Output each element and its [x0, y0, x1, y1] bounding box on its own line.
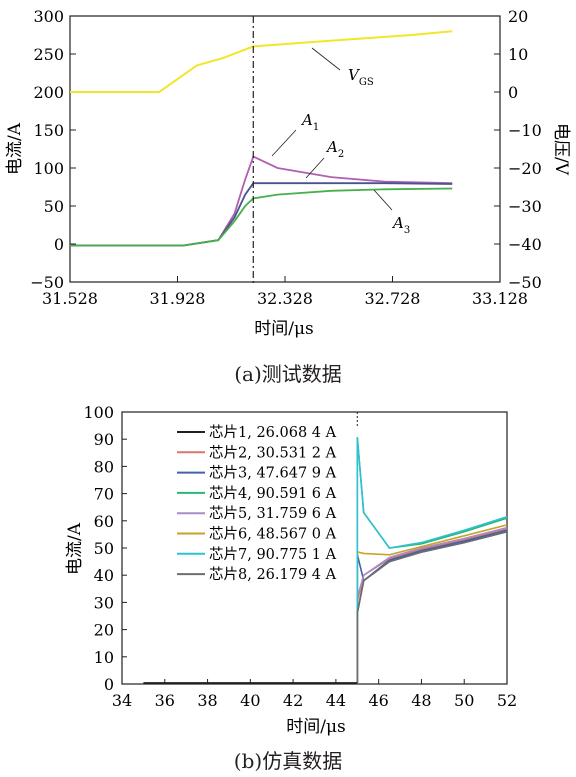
chart-b-ylabel: 电流/A — [65, 522, 85, 575]
chart-b-caption: (b)仿真数据 — [233, 749, 343, 773]
chart-b-ytick-label: 80 — [94, 457, 114, 476]
chart-b-series — [143, 437, 508, 684]
chart-a: 31.528 31.928 32.328 32.728 33.128−500501001… — [5, 7, 571, 339]
chart-a-frame — [69, 15, 501, 283]
chart-b-xtick-label: 52 — [497, 691, 517, 710]
chart-a-ytick-label: 150 — [33, 121, 64, 140]
chart-a-label-leader — [305, 157, 325, 179]
chart-b-ytick-label: 10 — [94, 648, 114, 667]
chart-b-xlabel: 时间/μs — [286, 717, 346, 737]
chart-b-xtick-label: 50 — [454, 691, 474, 710]
chart-b-series-5 — [356, 526, 508, 684]
chart-b-legend: 芯片1, 26.068 4 A 芯片2, 30.531 2 A 芯片3, 47.64… — [177, 424, 337, 583]
chart-a-xtick-label: 31.928 — [150, 289, 206, 308]
chart-a-series-label-a3: A3 — [391, 214, 410, 236]
chart-a-y2tick-label: −20 — [508, 159, 542, 178]
chart-a-series — [70, 30, 453, 247]
chart-a-y2label: 电压/V — [551, 123, 571, 176]
chart-a-series-label-a1: A1 — [300, 111, 319, 133]
chart-a-ylabel: 电流/A — [5, 122, 25, 175]
chart-b-ytick-label: 100 — [83, 403, 114, 422]
chart-b: 34 36 38 40 42 44 46 48 50 52 0 10 20 30 40 50 60 70 80 90 1… — [65, 403, 517, 737]
chart-a-y2tick-label: 0 — [508, 83, 518, 102]
chart-b-xtick-label: 38 — [197, 691, 217, 710]
chart-a-y2tick-label: −40 — [508, 235, 542, 254]
chart-a-ytick-label: 300 — [33, 7, 64, 26]
chart-b-xtick-label: 34 — [112, 691, 132, 710]
chart-b-legend-label: 芯片3, 47.647 9 A — [209, 465, 337, 482]
chart-b-xtick-label: 36 — [155, 691, 175, 710]
chart-b-ytick-label: 30 — [94, 593, 114, 612]
chart-a-series-label-vgs: VGS — [348, 66, 374, 88]
chart-a-label-leader — [271, 129, 297, 157]
chart-a-series-a1 — [70, 155, 453, 247]
chart-b-legend-label: 芯片6, 48.567 0 A — [209, 526, 337, 543]
chart-b-xtick-label: 46 — [368, 691, 388, 710]
chart-a-ytick-label: 200 — [33, 83, 64, 102]
chart-b-ytick-label: 40 — [94, 566, 114, 585]
chart-a-y2tick-label: 20 — [508, 7, 528, 26]
chart-b-xtick-label: 48 — [411, 691, 431, 710]
chart-a-ytick-label: 0 — [54, 235, 64, 254]
chart-a-series-labels: VGS A1 A2 A3 — [271, 47, 410, 236]
chart-b-legend-label: 芯片4, 90.591 6 A — [209, 485, 337, 502]
chart-b-xtick-label: 44 — [326, 691, 346, 710]
chart-a-xtick-label: 31.528 — [42, 289, 98, 308]
chart-b-series-2 — [356, 528, 508, 684]
chart-b-xtick-label: 42 — [283, 691, 303, 710]
chart-b-ticks: 34 36 38 40 42 44 46 48 50 52 0 10 20 30 40 50 60 70 80 90 1… — [83, 403, 517, 710]
chart-a-xtick-label: 33.128 — [472, 289, 528, 308]
chart-a-series-label-subscript: 1 — [313, 122, 319, 133]
chart-b-ytick-label: 20 — [94, 621, 114, 640]
chart-a-y2tick-label: 10 — [508, 45, 528, 64]
chart-b-legend-label: 芯片8, 26.179 4 A — [209, 566, 337, 583]
chart-b-series-3 — [356, 529, 508, 684]
chart-b-ytick-label: 90 — [94, 430, 114, 449]
chart-a-label-leader — [373, 189, 393, 211]
chart-a-ytick-label: 250 — [33, 45, 64, 64]
chart-a-series-label-subscript: GS — [359, 77, 374, 88]
chart-b-xtick-label: 40 — [240, 691, 260, 710]
chart-a-xtick-label: 32.728 — [365, 289, 421, 308]
chart-a-series-label-subscript: 3 — [404, 225, 410, 236]
chart-a-series-a3 — [70, 187, 453, 247]
chart-a-ytick-label: 100 — [33, 159, 64, 178]
chart-b-legend-label: 芯片2, 30.531 2 A — [209, 444, 337, 461]
chart-a-xlabel: 时间/μs — [254, 319, 314, 339]
chart-a-series-label-subscript: 2 — [338, 149, 344, 160]
chart-b-legend-label: 芯片7, 90.775 1 A — [209, 546, 337, 563]
chart-b-ytick-label: 70 — [94, 485, 114, 504]
chart-a-ytick-label: 50 — [44, 197, 64, 216]
chart-b-ytick-label: 0 — [104, 675, 114, 694]
chart-a-y2tick-label: −30 — [508, 197, 542, 216]
chart-b-series-4 — [356, 437, 508, 684]
chart-a-label-leader — [311, 47, 341, 71]
chart-a-series-vgs — [70, 30, 453, 93]
chart-a-y2tick-label: −50 — [508, 273, 542, 292]
chart-b-ytick-label: 50 — [94, 539, 114, 558]
chart-a-caption: (a)测试数据 — [234, 362, 342, 386]
chart-a-y2tick-label: −10 — [508, 121, 542, 140]
chart-b-series-7 — [356, 437, 508, 684]
chart-a-xtick-label: 32.328 — [257, 289, 313, 308]
chart-b-ytick-label: 60 — [94, 512, 114, 531]
chart-a-series-label-a2: A2 — [325, 138, 344, 160]
chart-b-legend-label: 芯片5, 31.759 6 A — [209, 505, 337, 522]
chart-a-ticks: 31.528 31.928 32.328 32.728 33.128−500501001… — [30, 7, 542, 308]
chart-b-legend-label: 芯片1, 26.068 4 A — [209, 424, 337, 441]
chart-b-series-8 — [356, 530, 508, 684]
chart-a-ytick-label: −50 — [30, 273, 64, 292]
